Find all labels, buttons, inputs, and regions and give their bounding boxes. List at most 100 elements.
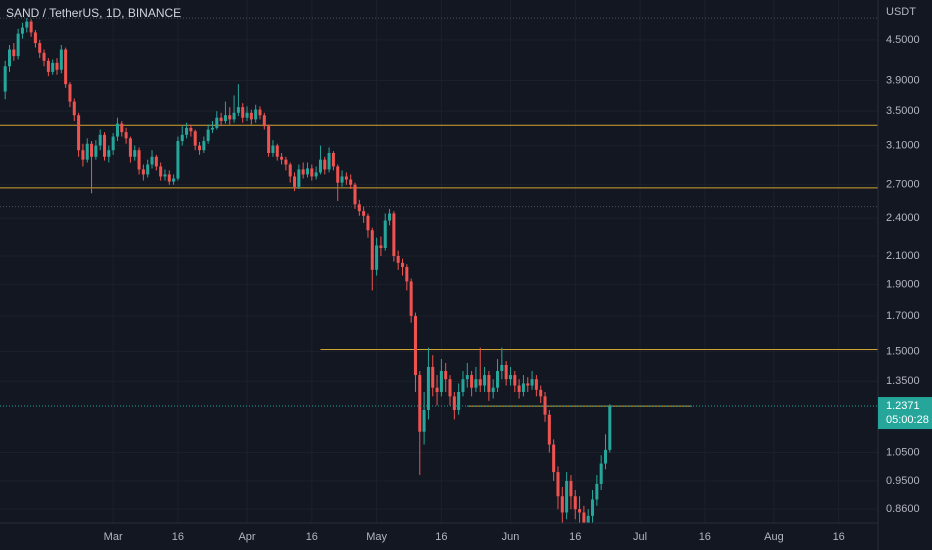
candle-body	[241, 107, 245, 118]
candle-body	[310, 168, 314, 177]
x-tick-label: Jul	[633, 531, 647, 543]
candle-body	[98, 134, 102, 146]
candle-body	[388, 213, 392, 221]
y-tick-label: 2.1000	[886, 250, 920, 262]
candle-body	[124, 132, 128, 139]
y-tick-label: 1.9000	[886, 278, 920, 290]
candle-body	[103, 134, 107, 157]
candle-body	[392, 213, 396, 257]
candle-body	[383, 220, 387, 249]
candle-body	[7, 49, 12, 67]
candle-body	[288, 164, 292, 177]
y-tick-label: 1.0500	[886, 446, 920, 458]
candle-body	[422, 409, 426, 432]
candle-body	[245, 112, 249, 118]
x-tick-label: Jun	[502, 531, 520, 543]
candle-body	[608, 406, 612, 450]
candle-body	[517, 385, 521, 392]
candle-body	[487, 375, 491, 392]
candle-body	[90, 143, 94, 157]
candle-body	[370, 230, 374, 270]
candle-body	[46, 60, 50, 72]
candle-body	[258, 109, 262, 116]
candle-body	[599, 463, 603, 484]
candle-body	[111, 136, 115, 151]
candle-body	[254, 109, 258, 120]
candle-body	[94, 145, 98, 157]
candle-body	[560, 496, 564, 513]
candle-body	[172, 178, 176, 182]
candle-body	[327, 152, 331, 170]
chart-title: SAND / TetherUS, 1D, BINANCE	[6, 6, 181, 20]
candle-body	[120, 123, 124, 133]
y-tick-label: 1.3500	[886, 375, 920, 387]
candle-body	[426, 366, 430, 410]
candle-body	[59, 49, 63, 70]
candle-body	[578, 509, 582, 513]
candle-body	[137, 150, 141, 170]
y-tick-label: 3.5000	[886, 105, 920, 117]
candle-body	[20, 27, 24, 34]
candle-body	[349, 179, 353, 185]
x-tick-label: 16	[172, 531, 184, 543]
candle-body	[595, 483, 599, 500]
candle-body	[64, 49, 68, 85]
x-tick-label: 16	[699, 531, 711, 543]
candle-body	[448, 379, 452, 397]
candle-body	[323, 159, 327, 170]
candle-body	[215, 117, 219, 128]
candle-body	[85, 143, 89, 160]
x-tick-label: Apr	[238, 531, 255, 543]
candle-body	[331, 152, 335, 167]
candle-body	[210, 127, 214, 130]
y-tick-label: 3.9000	[886, 74, 920, 86]
candle-body	[219, 117, 223, 122]
candle-body	[362, 211, 366, 216]
candle-body	[586, 515, 590, 523]
candle-body	[353, 184, 357, 205]
candle-body	[366, 215, 370, 231]
candle-body	[465, 375, 469, 380]
y-tick-label: 0.8600	[886, 503, 920, 515]
candle-body	[565, 480, 569, 513]
x-tick-label: Mar	[104, 531, 123, 543]
x-tick-label: Aug	[764, 531, 784, 543]
candle-body	[176, 141, 180, 179]
candle-body	[293, 176, 297, 187]
candle-body	[29, 21, 33, 33]
candle-body	[396, 256, 400, 263]
candle-body	[16, 33, 20, 57]
candle-body	[223, 115, 227, 122]
x-tick-label: May	[366, 531, 387, 543]
candle-body	[504, 364, 508, 380]
candle-body	[513, 375, 517, 386]
candle-body	[357, 204, 361, 212]
candle-body	[508, 375, 512, 380]
y-tick-label: 4.5000	[886, 34, 920, 46]
candle-body	[569, 480, 573, 497]
candle-body	[55, 62, 59, 70]
candle-body	[275, 145, 279, 157]
candle-body	[314, 172, 318, 177]
candle-body	[526, 383, 530, 386]
candle-body	[25, 21, 29, 28]
candle-body	[193, 131, 197, 146]
candle-body	[318, 159, 322, 173]
grid	[0, 0, 878, 523]
candle-body	[3, 66, 7, 92]
candle-body	[413, 315, 417, 376]
candle-body	[400, 262, 405, 268]
last-price-box	[878, 397, 932, 430]
candle-body	[128, 138, 132, 157]
candle-body	[232, 112, 236, 120]
candle-body	[452, 396, 456, 410]
candle-body	[547, 414, 551, 445]
candle-body	[185, 127, 189, 135]
candle-body	[582, 512, 586, 523]
candle-body	[249, 112, 253, 120]
candle-body	[444, 370, 448, 380]
candle-body	[133, 150, 137, 157]
candle-body	[141, 169, 145, 175]
